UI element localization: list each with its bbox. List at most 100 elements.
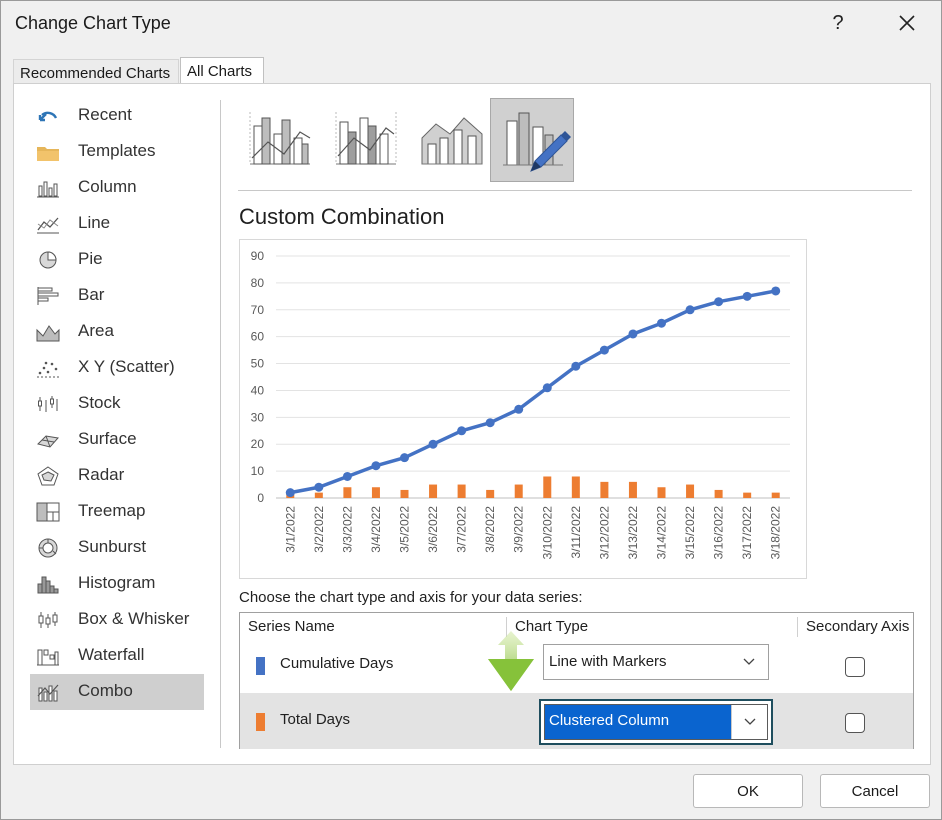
sidebar-item-line[interactable]: Line (30, 206, 204, 242)
x-tick-label: 3/13/2022 (626, 506, 640, 560)
secondary-axis-checkbox-total-days[interactable] (845, 713, 865, 733)
sidebar-item-area[interactable]: Area (30, 314, 204, 350)
tab-all-charts[interactable]: All Charts (180, 57, 264, 84)
scatter-chart-icon (37, 361, 59, 378)
sidebar-item-stock[interactable]: Stock (30, 386, 204, 422)
sidebar-item-box-whisker[interactable]: Box & Whisker (30, 602, 204, 638)
sidebar-item-surface[interactable]: Surface (30, 422, 204, 458)
point-cumulative-days (514, 404, 524, 414)
sidebar-item-label: Bar (78, 285, 105, 304)
waterfall-chart-icon (37, 649, 59, 666)
sidebar-item-label: Templates (78, 141, 156, 160)
point-cumulative-days (571, 361, 581, 371)
chevron-down-icon[interactable] (730, 645, 768, 679)
point-cumulative-days (657, 318, 666, 328)
y-tick-label: 60 (251, 330, 265, 344)
point-cumulative-days (342, 471, 352, 481)
sidebar-item-bar[interactable]: Bar (30, 278, 204, 314)
sidebar-item-label: Histogram (78, 573, 156, 592)
sidebar-item-waterfall[interactable]: Waterfall (30, 638, 204, 674)
sidebar-item-recent[interactable]: Recent (30, 98, 204, 134)
sidebar-item-label: Line (78, 213, 111, 232)
y-tick-label: 10 (251, 464, 265, 478)
header-series-name: Series Name (248, 618, 335, 635)
chart-preview-svg: 0 10 20 30 40 50 60 70 80 90 3/1/2022 3/2/2022 3/3/2… (251, 249, 790, 560)
sidebar-item-x-y-scatter[interactable]: X Y (Scatter) (30, 350, 204, 386)
x-tick-label: 3/8/2022 (483, 506, 497, 553)
help-button[interactable]: ? (832, 12, 844, 34)
box-whisker-chart-icon (38, 612, 58, 628)
tab-recommended-charts[interactable]: Recommended Charts (13, 59, 179, 84)
point-cumulative-days (371, 461, 381, 471)
chart-type-dropdown-cumulative-days[interactable]: Line with Markers (543, 644, 769, 680)
all-charts-panel: Recent Templates Column Line Pie Bar Area X Y (… (13, 83, 931, 765)
column-chart-icon (37, 181, 59, 198)
sidebar-item-sunburst[interactable]: Sunburst (30, 530, 204, 566)
sidebar-item-label: Sunburst (78, 537, 147, 556)
point-cumulative-days (314, 482, 324, 492)
sidebar-item-radar[interactable]: Radar (30, 458, 204, 494)
histogram-chart-icon (37, 576, 59, 594)
sidebar-item-column[interactable]: Column (30, 170, 204, 206)
dialog-title: Change Chart Type (15, 13, 171, 33)
x-tick-label: 3/15/2022 (683, 506, 697, 560)
series-line-cumulative-days (289, 289, 777, 495)
sidebar-item-combo[interactable]: Combo (30, 674, 204, 710)
subtype-clustered-column-line[interactable] (238, 98, 322, 182)
x-tick-label: 3/18/2022 (769, 506, 783, 560)
x-tick-label: 3/9/2022 (512, 506, 526, 553)
sidebar-item-label: Radar (78, 465, 125, 484)
sidebar-item-label: Recent (78, 105, 132, 124)
sidebar-item-label: Combo (78, 681, 133, 700)
line-chart-icon (37, 217, 59, 234)
sidebar-item-label: Treemap (78, 501, 146, 520)
sidebar-item-label: Waterfall (78, 645, 145, 664)
chart-preview: 0 10 20 30 40 50 60 70 80 90 3/1/2022 3/2/2022 3/3/2… (239, 239, 807, 579)
series-table: Series Name Chart Type Secondary Axis Cu… (239, 612, 914, 749)
x-tick-label: 3/3/2022 (340, 506, 354, 553)
series-row-total-days: Total Days Clustered Column (240, 693, 913, 749)
x-tick-label: 3/6/2022 (426, 506, 440, 553)
y-tick-label: 90 (251, 249, 265, 263)
sidebar-item-pie[interactable]: Pie (30, 242, 204, 278)
stacked-area-clustered-column-icon (421, 117, 483, 165)
point-cumulative-days (485, 418, 495, 428)
close-button[interactable] (889, 7, 925, 39)
point-cumulative-days (457, 426, 467, 436)
sidebar-item-treemap[interactable]: Treemap (30, 494, 204, 530)
sidebar-item-label: Box & Whisker (78, 609, 190, 628)
secondary-axis-checkbox-cumulative-days[interactable] (845, 657, 865, 677)
sidebar-item-label: Area (78, 321, 114, 340)
point-cumulative-days (542, 383, 552, 393)
point-cumulative-days (285, 488, 295, 498)
cancel-button[interactable]: Cancel (820, 774, 930, 808)
point-cumulative-days (771, 286, 781, 296)
sidebar-item-histogram[interactable]: Histogram (30, 566, 204, 602)
clustered-column-line-secondary-axis-icon (335, 112, 397, 165)
combo-chart-icon (37, 684, 59, 702)
series-color-swatch (256, 657, 265, 675)
bar-total-days (714, 489, 723, 498)
y-tick-label: 0 (257, 491, 264, 505)
ok-button[interactable]: OK (693, 774, 803, 808)
x-tick-label: 3/10/2022 (540, 506, 554, 560)
title-bar: Change Chart Type ? (1, 1, 941, 45)
header-divider (797, 617, 798, 637)
sidebar-item-label: Column (78, 177, 137, 196)
chart-type-dropdown-total-days[interactable]: Clustered Column (539, 699, 773, 745)
treemap-chart-icon (36, 502, 60, 522)
subtype-clustered-column-line-secondary[interactable] (324, 98, 408, 182)
chart-type-value: Clustered Column (549, 712, 670, 729)
point-cumulative-days (685, 305, 695, 315)
y-tick-label: 80 (251, 276, 265, 290)
x-tick-label: 3/7/2022 (455, 506, 469, 553)
clustered-column-line-icon (249, 112, 311, 165)
subtype-custom-combination[interactable] (490, 98, 574, 182)
chevron-down-icon[interactable] (731, 705, 767, 739)
subtype-stacked-area-column[interactable] (410, 98, 494, 182)
x-tick-label: 3/17/2022 (740, 506, 754, 560)
x-tick-label: 3/4/2022 (369, 506, 383, 553)
x-tick-label: 3/16/2022 (712, 506, 726, 560)
pie-chart-icon (39, 251, 57, 269)
sidebar-item-templates[interactable]: Templates (30, 134, 204, 170)
